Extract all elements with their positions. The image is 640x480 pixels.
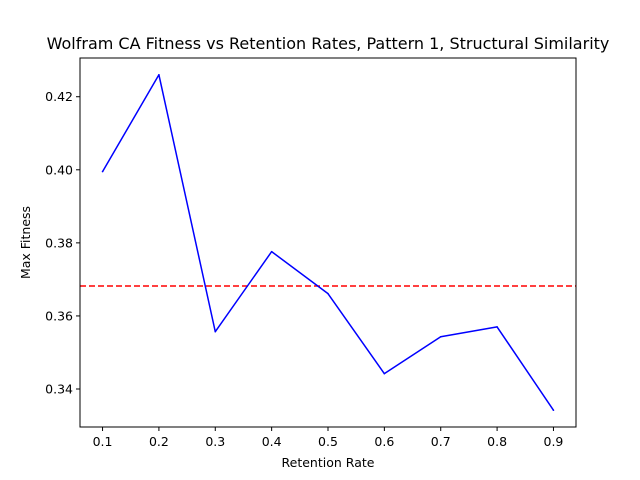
plot-frame — [79, 57, 577, 428]
fitness-data-point — [552, 409, 555, 411]
x-tick-label: 0.4 — [262, 434, 282, 449]
fitness-data-point — [214, 330, 217, 333]
y-tick-label: 0.42 — [45, 89, 73, 104]
fitness-data-point — [158, 74, 160, 76]
fitness-data-point — [270, 250, 273, 253]
x-tick-label: 0.2 — [149, 434, 169, 449]
x-tick-label: 0.6 — [374, 434, 394, 449]
x-tick-label: 0.8 — [487, 434, 507, 449]
fitness-data-point — [101, 170, 104, 173]
x-tick-label: 0.1 — [93, 434, 113, 449]
y-axis-ticks: 0.34 0.36 0.38 0.40 0.42 — [45, 89, 80, 397]
y-tick-label: 0.36 — [45, 308, 73, 323]
y-tick-label: 0.40 — [45, 162, 73, 177]
x-tick-label: 0.9 — [544, 434, 564, 449]
y-tick-label: 0.38 — [45, 235, 73, 250]
x-axis-ticks: 0.1 0.2 0.3 0.4 0.5 0.6 0.7 0.8 0.9 — [93, 427, 564, 449]
fitness-data-point — [496, 326, 498, 328]
series-lines — [101, 74, 555, 411]
x-axis-label: Retention Rate — [282, 455, 375, 470]
chart-title: Wolfram CA Fitness vs Retention Rates, P… — [47, 34, 610, 53]
fitness-data-point — [439, 335, 442, 338]
y-axis-label: Max Fitness — [18, 206, 33, 279]
plot-area — [80, 58, 576, 427]
fitness-data-point — [327, 292, 329, 295]
x-tick-label: 0.3 — [205, 434, 225, 449]
fitness-data-point — [383, 372, 386, 375]
y-tick-label: 0.34 — [45, 382, 73, 397]
x-tick-label: 0.7 — [431, 434, 451, 449]
x-tick-label: 0.5 — [318, 434, 338, 449]
